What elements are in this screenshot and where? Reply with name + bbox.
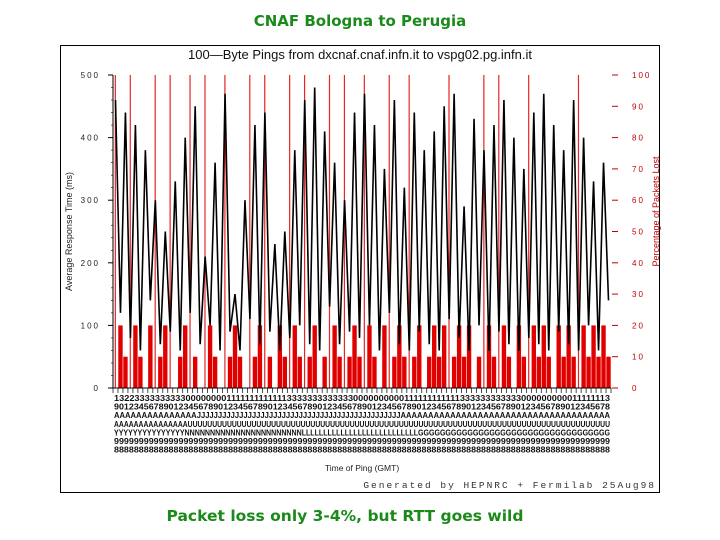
svg-text:90: 90 [632,102,645,111]
svg-text:888888888888888888888888888888: 8888888888888888888888888888888888888888… [114,446,610,455]
svg-text:300: 300 [81,196,100,205]
x-tick-labels: 1322333333333300000000111111111111133333… [114,394,610,455]
svg-text:0: 0 [632,384,638,393]
svg-text:132233333333330000000011111111: 1322333333333300000000111111111111133333… [114,394,610,403]
svg-text:100: 100 [632,71,651,80]
svg-text:80: 80 [632,134,645,143]
y-axis-label: Average Response Time (ms) [64,172,74,291]
svg-text:AAAAAAAAAAAAAAAJJJJJJJJJJJJJJJ: AAAAAAAAAAAAAAAJJJJJJJJJJJJJJJJJJJJJJJJJ… [114,411,610,420]
svg-text:200: 200 [81,259,100,268]
packet-loss-bars [114,75,611,388]
svg-text:100: 100 [81,321,100,330]
svg-text:20: 20 [632,321,645,330]
svg-text:40: 40 [632,259,645,268]
svg-text:70: 70 [632,165,645,174]
x-axis-label: Time of Ping (GMT) [325,463,399,473]
generated-by-footer: Generated by HEPNRC + Fermilab 25Aug98 [363,480,656,491]
svg-text:YYYYYYYYYYYYYYYNNNNNNNNNNNNNNN: YYYYYYYYYYYYYYYNNNNNNNNNNNNNNNNNNNNNNNLL… [114,428,610,437]
svg-text:30: 30 [632,290,645,299]
rtt-line [114,87,610,351]
svg-text:500: 500 [81,71,100,80]
svg-text:10: 10 [632,353,645,362]
svg-text:901234567890123456789012345678: 9012345678901234567890123456789012345678… [114,403,610,412]
slide-caption: Packet loss only 3-4%, but RTT goes wild [166,507,524,525]
svg-text:AAAAAAAAAAAAAAAUUUUUUUUUUUUUUU: AAAAAAAAAAAAAAAUUUUUUUUUUUUUUUUUUUUUUUUU… [114,420,610,429]
y2-axis-label: Percentage of Packets Lost [651,156,661,267]
slide-title: CNAF Bologna to Perugia [253,12,467,30]
svg-text:0: 0 [94,384,100,393]
svg-text:50: 50 [632,228,645,237]
svg-text:999999999999999999999999999999: 9999999999999999999999999999999999999999… [114,437,610,446]
svg-text:60: 60 [632,196,645,205]
chart-title: 100—Byte Pings from dxcnaf.cnaf.infn.it … [188,47,532,62]
svg-text:400: 400 [81,134,100,143]
